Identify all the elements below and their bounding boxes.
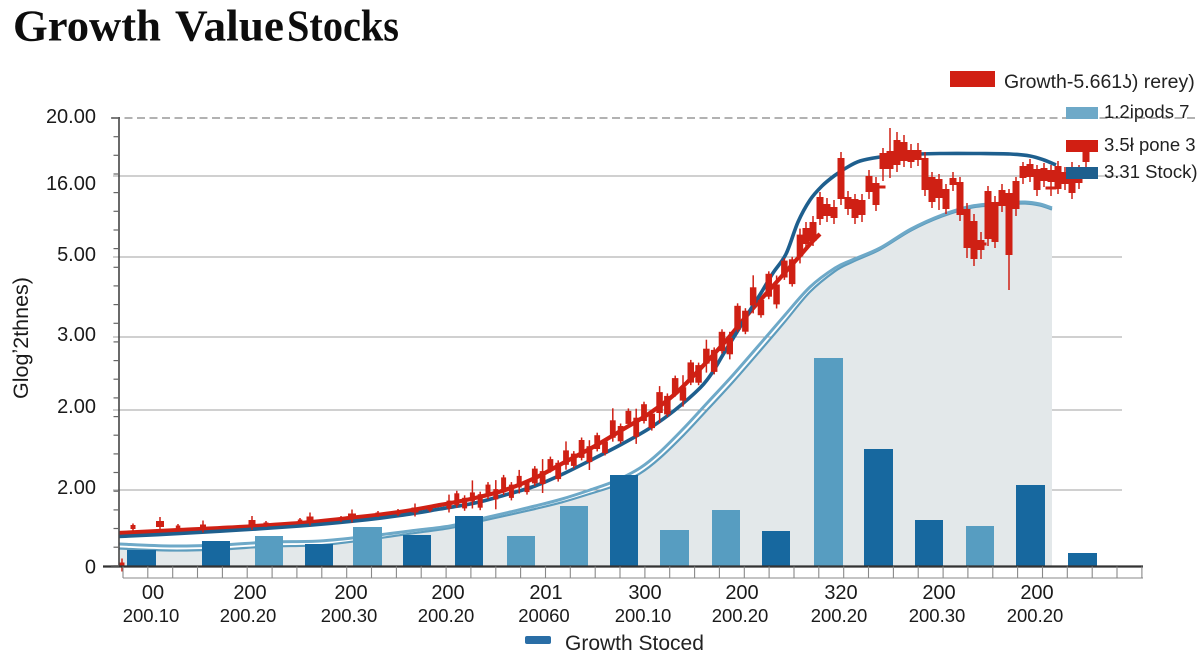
- svg-text:Stocks: Stocks: [287, 2, 399, 51]
- svg-text:3.31 Stock): 3.31 Stock): [1104, 161, 1198, 182]
- svg-text:00: 00: [142, 582, 164, 604]
- svg-text:200.20: 200.20: [418, 605, 475, 626]
- svg-text:2.00: 2.00: [57, 396, 96, 418]
- svg-text:0: 0: [85, 557, 96, 579]
- svg-text:200.30: 200.30: [909, 605, 966, 626]
- svg-text:2.00: 2.00: [57, 477, 96, 499]
- svg-text:200.10: 200.10: [615, 605, 672, 626]
- svg-text:Glogʼ2thnes): Glogʼ2thnes): [9, 277, 33, 399]
- svg-text:5.00: 5.00: [57, 244, 96, 266]
- svg-text:Growth: Growth: [13, 2, 161, 51]
- svg-text:300: 300: [628, 582, 661, 604]
- svg-text:200: 200: [1020, 582, 1053, 604]
- svg-text:200: 200: [431, 582, 464, 604]
- svg-text:Growth-5.661ʖ) rerey): Growth-5.661ʖ) rerey): [1004, 71, 1195, 93]
- svg-text:200.10: 200.10: [123, 605, 180, 626]
- svg-text:200: 200: [334, 582, 367, 604]
- svg-text:20060: 20060: [518, 605, 569, 626]
- svg-text:Value: Value: [175, 2, 284, 51]
- svg-text:200: 200: [922, 582, 955, 604]
- svg-text:200: 200: [725, 582, 758, 604]
- svg-text:3.00: 3.00: [57, 324, 96, 346]
- svg-text:200.20: 200.20: [1007, 605, 1064, 626]
- svg-text:20.00: 20.00: [46, 106, 96, 128]
- svg-text:Growth Stoced: Growth Stoced: [565, 632, 704, 654]
- svg-text:201: 201: [529, 582, 562, 604]
- svg-text:200.30: 200.30: [321, 605, 378, 626]
- svg-text:200.20: 200.20: [712, 605, 769, 626]
- svg-text:200: 200: [233, 582, 266, 604]
- svg-text:16.00: 16.00: [46, 173, 96, 195]
- svg-text:3.5ł pone 3: 3.5ł pone 3: [1104, 134, 1196, 155]
- svg-text:200.20: 200.20: [811, 605, 868, 626]
- svg-text:320: 320: [824, 582, 857, 604]
- svg-text:1.2ipods 7: 1.2ipods 7: [1104, 101, 1189, 122]
- svg-text:200.20: 200.20: [220, 605, 277, 626]
